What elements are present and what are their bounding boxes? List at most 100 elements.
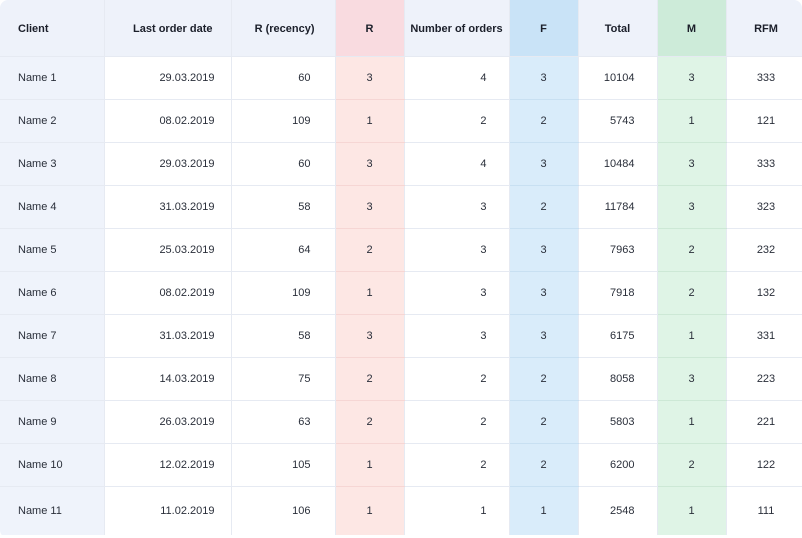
cell-last-order-date: 29.03.2019 — [104, 56, 232, 100]
table-row[interactable]: Name 5 25.03.2019 64 2 3 3 7963 2 232 — [0, 228, 802, 272]
cell-m: 1 — [657, 99, 727, 143]
cell-rfm: 223 — [726, 357, 802, 401]
cell-total: 11784 — [578, 185, 658, 229]
header-f[interactable]: F — [509, 0, 579, 57]
cell-rfm: 122 — [726, 443, 802, 487]
cell-last-order-date: 11.02.2019 — [104, 486, 232, 535]
cell-recency: 105 — [231, 443, 336, 487]
cell-total: 10104 — [578, 56, 658, 100]
cell-r: 1 — [335, 271, 405, 315]
header-recency[interactable]: R (recency) — [231, 0, 336, 57]
table-row[interactable]: Name 10 12.02.2019 105 1 2 2 6200 2 122 — [0, 443, 802, 487]
cell-client: Name 7 — [0, 314, 105, 358]
cell-number-of-orders: 3 — [404, 185, 510, 229]
table-row[interactable]: Name 11 11.02.2019 106 1 1 1 2548 1 111 — [0, 486, 802, 535]
table-row[interactable]: Name 8 14.03.2019 75 2 2 2 8058 3 223 — [0, 357, 802, 401]
cell-rfm: 333 — [726, 142, 802, 186]
cell-m: 2 — [657, 443, 727, 487]
header-r[interactable]: R — [335, 0, 405, 57]
table-row[interactable]: Name 1 29.03.2019 60 3 4 3 10104 3 333 — [0, 56, 802, 100]
cell-number-of-orders: 4 — [404, 56, 510, 100]
cell-r: 3 — [335, 56, 405, 100]
cell-number-of-orders: 4 — [404, 142, 510, 186]
table-row[interactable]: Name 4 31.03.2019 58 3 3 2 11784 3 323 — [0, 185, 802, 229]
cell-total: 7918 — [578, 271, 658, 315]
cell-r: 1 — [335, 443, 405, 487]
cell-rfm: 333 — [726, 56, 802, 100]
cell-r: 2 — [335, 228, 405, 272]
cell-client: Name 2 — [0, 99, 105, 143]
table-body: Name 1 29.03.2019 60 3 4 3 10104 3 333 Name 2 08.0… — [0, 56, 802, 535]
cell-last-order-date: 12.02.2019 — [104, 443, 232, 487]
cell-client: Name 8 — [0, 357, 105, 401]
cell-number-of-orders: 2 — [404, 443, 510, 487]
cell-recency: 58 — [231, 314, 336, 358]
cell-r: 2 — [335, 357, 405, 401]
cell-r: 3 — [335, 314, 405, 358]
cell-client: Name 4 — [0, 185, 105, 229]
header-last-order-date[interactable]: Last order date — [104, 0, 232, 57]
cell-number-of-orders: 2 — [404, 357, 510, 401]
cell-m: 2 — [657, 271, 727, 315]
cell-total: 5743 — [578, 99, 658, 143]
cell-client: Name 1 — [0, 56, 105, 100]
cell-r: 3 — [335, 185, 405, 229]
cell-rfm: 232 — [726, 228, 802, 272]
header-number-of-orders[interactable]: Number of orders — [404, 0, 510, 57]
header-total[interactable]: Total — [578, 0, 658, 57]
cell-f: 3 — [509, 56, 579, 100]
cell-f: 3 — [509, 314, 579, 358]
cell-m: 3 — [657, 56, 727, 100]
cell-number-of-orders: 2 — [404, 99, 510, 143]
cell-last-order-date: 31.03.2019 — [104, 314, 232, 358]
cell-last-order-date: 31.03.2019 — [104, 185, 232, 229]
table-header-row: Client Last order date R (recency) R Num… — [0, 0, 802, 57]
header-client[interactable]: Client — [0, 0, 105, 57]
cell-total: 10484 — [578, 142, 658, 186]
cell-recency: 75 — [231, 357, 336, 401]
cell-number-of-orders: 3 — [404, 271, 510, 315]
cell-r: 2 — [335, 400, 405, 444]
cell-rfm: 221 — [726, 400, 802, 444]
cell-last-order-date: 25.03.2019 — [104, 228, 232, 272]
cell-recency: 64 — [231, 228, 336, 272]
cell-m: 3 — [657, 357, 727, 401]
table-row[interactable]: Name 3 29.03.2019 60 3 4 3 10484 3 333 — [0, 142, 802, 186]
cell-client: Name 6 — [0, 271, 105, 315]
cell-number-of-orders: 1 — [404, 486, 510, 535]
cell-total: 7963 — [578, 228, 658, 272]
cell-last-order-date: 08.02.2019 — [104, 99, 232, 143]
cell-f: 2 — [509, 185, 579, 229]
cell-f: 2 — [509, 357, 579, 401]
cell-number-of-orders: 3 — [404, 314, 510, 358]
cell-client: Name 5 — [0, 228, 105, 272]
cell-m: 3 — [657, 142, 727, 186]
cell-f: 3 — [509, 228, 579, 272]
cell-rfm: 111 — [757, 505, 775, 517]
cell-recency: 109 — [231, 271, 336, 315]
cell-r: 3 — [335, 142, 405, 186]
cell-rfm: 331 — [726, 314, 802, 358]
cell-last-order-date: 29.03.2019 — [104, 142, 232, 186]
cell-m: 1 — [657, 314, 727, 358]
cell-client: Name 9 — [0, 400, 105, 444]
cell-total: 5803 — [578, 400, 658, 444]
header-m[interactable]: M — [657, 0, 727, 57]
header-rfm[interactable]: RFM — [726, 0, 802, 57]
cell-recency: 60 — [231, 142, 336, 186]
cell-r: 1 — [335, 486, 405, 535]
cell-f: 2 — [509, 400, 579, 444]
table-row[interactable]: Name 9 26.03.2019 63 2 2 2 5803 1 221 — [0, 400, 802, 444]
table-row[interactable]: Name 7 31.03.2019 58 3 3 3 6175 1 331 — [0, 314, 802, 358]
cell-rfm: 121 — [726, 99, 802, 143]
cell-total: 6175 — [578, 314, 658, 358]
table-row[interactable]: Name 6 08.02.2019 109 1 3 3 7918 2 132 — [0, 271, 802, 315]
cell-f: 3 — [509, 271, 579, 315]
cell-recency: 106 — [231, 486, 336, 535]
cell-client: Name 11 — [0, 486, 105, 535]
cell-last-order-date: 08.02.2019 — [104, 271, 232, 315]
cell-recency: 60 — [231, 56, 336, 100]
table-row[interactable]: Name 2 08.02.2019 109 1 2 2 5743 1 121 — [0, 99, 802, 143]
